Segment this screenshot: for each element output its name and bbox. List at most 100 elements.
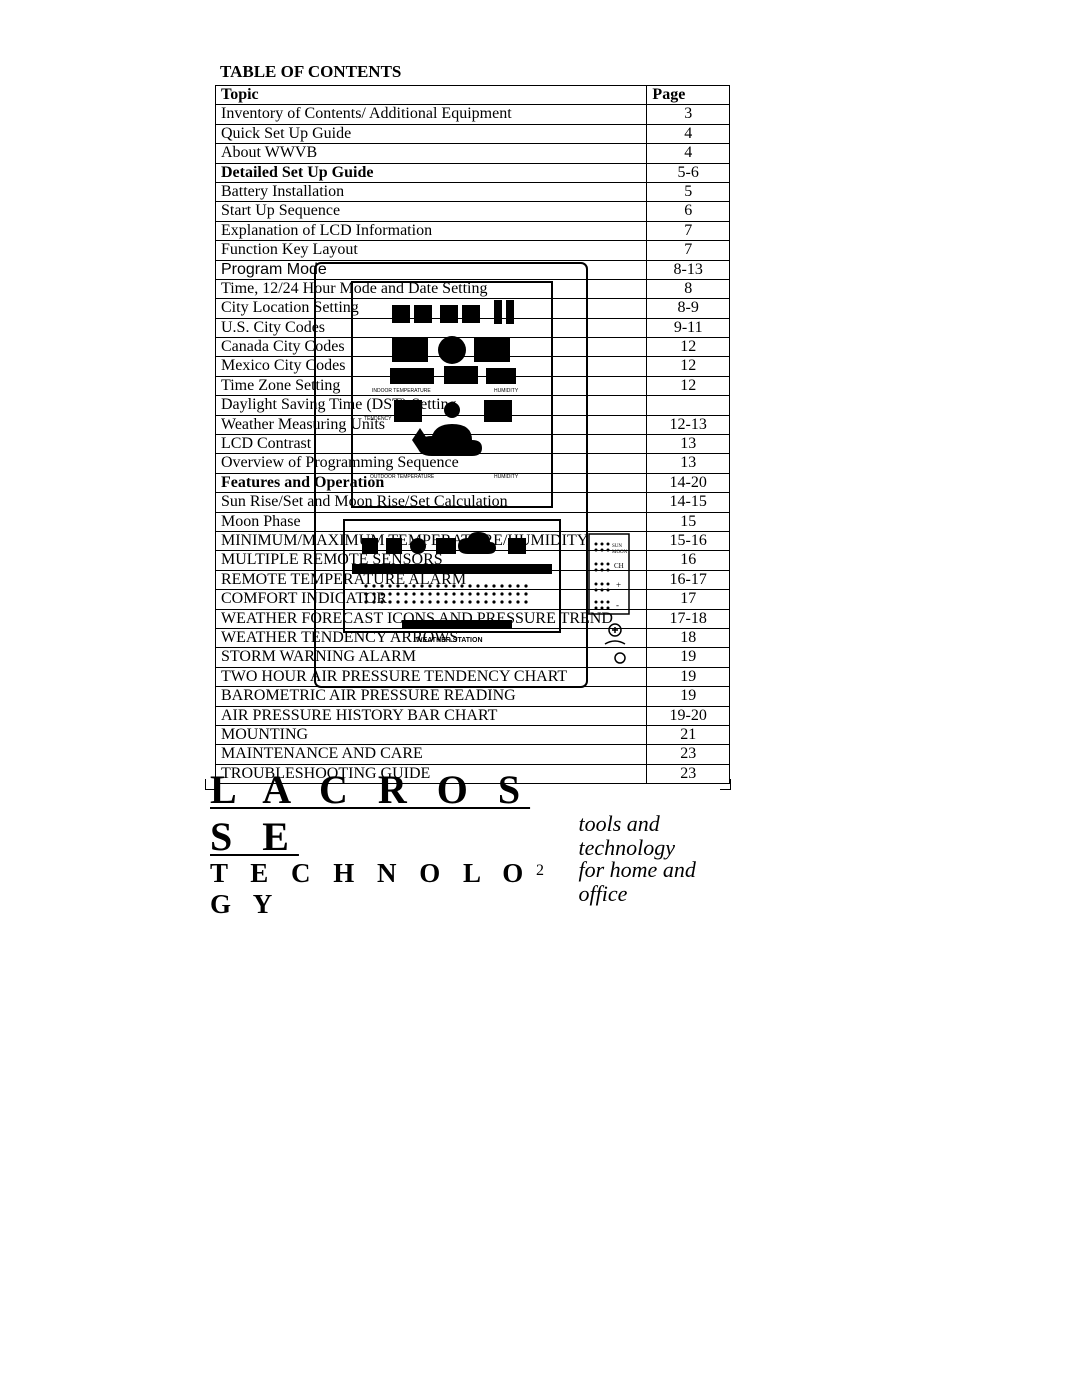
toc-page: 8-13 [647, 260, 730, 279]
toc-page: 21 [647, 725, 730, 744]
toc-topic: City Location Setting [216, 299, 647, 318]
toc-page: 7 [647, 241, 730, 260]
toc-page: 12 [647, 338, 730, 357]
toc-topic: U.S. City Codes [216, 318, 647, 337]
toc-page: 3 [647, 105, 730, 124]
toc-topic: About WWVB [216, 144, 647, 163]
toc-page: 12 [647, 357, 730, 376]
toc-topic: Quick Set Up Guide [216, 124, 647, 143]
toc-page [647, 396, 730, 415]
corner-bracket [720, 779, 731, 790]
toc-row: Time Zone Setting12 [216, 376, 730, 395]
toc-page: 13 [647, 435, 730, 454]
toc-page: 14-20 [647, 473, 730, 492]
toc-page: 7 [647, 221, 730, 240]
toc-page: 16 [647, 551, 730, 570]
toc-row: Weather Measuring Units12-13 [216, 415, 730, 434]
toc-row: Overview of Programming Sequence13 [216, 454, 730, 473]
toc-row: Mexico City Codes12 [216, 357, 730, 376]
toc-row: Program Mode8-13 [216, 260, 730, 279]
toc-topic: Battery Installation [216, 182, 647, 201]
toc-topic: MULTIPLE REMOTE SENSORS [216, 551, 647, 570]
toc-table: Topic Page Inventory of Contents/ Additi… [215, 85, 730, 784]
toc-topic: MINIMUM/MAXIMUM TEMPERATURE/HUMIDITY [216, 531, 647, 550]
document-page: TABLE OF CONTENTS Topic Page Inventory o… [0, 0, 1080, 1397]
toc-page: 18 [647, 628, 730, 647]
toc-page: 17-18 [647, 609, 730, 628]
brand-block: L A C R O S S E tools and technology T E… [210, 766, 730, 920]
toc-page: 17 [647, 590, 730, 609]
toc-row: STORM WARNING ALARM19 [216, 648, 730, 667]
toc-row: AIR PRESSURE HISTORY BAR CHART19-20 [216, 706, 730, 725]
content-block: TABLE OF CONTENTS Topic Page Inventory o… [215, 62, 730, 784]
toc-page: 12 [647, 376, 730, 395]
toc-page: 14-15 [647, 493, 730, 512]
toc-topic: Moon Phase [216, 512, 647, 531]
corner-bracket [205, 779, 216, 790]
toc-topic: Features and Operation [216, 473, 647, 492]
toc-row: REMOTE TEMPERATURE ALARM16-17 [216, 570, 730, 589]
toc-page: 15-16 [647, 531, 730, 550]
toc-row: Function Key Layout7 [216, 241, 730, 260]
toc-row: WEATHER FORECAST ICONS AND PRESSURE TREN… [216, 609, 730, 628]
toc-row: MAINTENANCE AND CARE23 [216, 745, 730, 764]
toc-row: BAROMETRIC AIR PRESSURE READING19 [216, 687, 730, 706]
toc-row: Start Up Sequence6 [216, 202, 730, 221]
toc-topic: Inventory of Contents/ Additional Equipm… [216, 105, 647, 124]
toc-row: Features and Operation14-20 [216, 473, 730, 492]
toc-page: 9-11 [647, 318, 730, 337]
toc-row: MINIMUM/MAXIMUM TEMPERATURE/HUMIDITY15-1… [216, 531, 730, 550]
toc-topic: Detailed Set Up Guide [216, 163, 647, 182]
toc-row: WEATHER TENDENCY ARROWS18 [216, 628, 730, 647]
toc-row: COMFORT INDICATOR17 [216, 590, 730, 609]
toc-row: City Location Setting8-9 [216, 299, 730, 318]
brand-name-top: L A C R O S S E [210, 766, 565, 860]
toc-topic: MAINTENANCE AND CARE [216, 745, 647, 764]
toc-row: TWO HOUR AIR PRESSURE TENDENCY CHART19 [216, 667, 730, 686]
toc-topic: Function Key Layout [216, 241, 647, 260]
toc-page: 5-6 [647, 163, 730, 182]
toc-row: Canada City Codes12 [216, 338, 730, 357]
toc-row: Detailed Set Up Guide5-6 [216, 163, 730, 182]
toc-topic: Canada City Codes [216, 338, 647, 357]
toc-page: 8-9 [647, 299, 730, 318]
toc-row: LCD Contrast13 [216, 435, 730, 454]
toc-topic: WEATHER FORECAST ICONS AND PRESSURE TREN… [216, 609, 647, 628]
toc-title: TABLE OF CONTENTS [220, 62, 730, 82]
toc-row: Sun Rise/Set and Moon Rise/Set Calculati… [216, 493, 730, 512]
toc-topic: Mexico City Codes [216, 357, 647, 376]
toc-row: About WWVB4 [216, 144, 730, 163]
toc-topic: Overview of Programming Sequence [216, 454, 647, 473]
toc-topic: WEATHER TENDENCY ARROWS [216, 628, 647, 647]
toc-topic: MOUNTING [216, 725, 647, 744]
toc-row: MULTIPLE REMOTE SENSORS16 [216, 551, 730, 570]
toc-topic: Explanation of LCD Information [216, 221, 647, 240]
toc-page: 6 [647, 202, 730, 221]
toc-page: 4 [647, 144, 730, 163]
toc-page: 23 [647, 745, 730, 764]
toc-row: U.S. City Codes9-11 [216, 318, 730, 337]
toc-body: Inventory of Contents/ Additional Equipm… [216, 105, 730, 784]
toc-row: Battery Installation5 [216, 182, 730, 201]
toc-header-page: Page [647, 86, 730, 105]
toc-row: Quick Set Up Guide4 [216, 124, 730, 143]
toc-row: Inventory of Contents/ Additional Equipm… [216, 105, 730, 124]
toc-topic: Start Up Sequence [216, 202, 647, 221]
toc-page: 16-17 [647, 570, 730, 589]
toc-topic: Time, 12/24 Hour Mode and Date Setting [216, 279, 647, 298]
toc-page: 5 [647, 182, 730, 201]
toc-topic: TWO HOUR AIR PRESSURE TENDENCY CHART [216, 667, 647, 686]
toc-page: 13 [647, 454, 730, 473]
toc-topic: COMFORT INDICATOR [216, 590, 647, 609]
toc-row: Explanation of LCD Information7 [216, 221, 730, 240]
toc-page: 15 [647, 512, 730, 531]
toc-topic: Sun Rise/Set and Moon Rise/Set Calculati… [216, 493, 647, 512]
toc-row: Daylight Saving Time (DST) Setting [216, 396, 730, 415]
toc-page: 19 [647, 648, 730, 667]
toc-page: 4 [647, 124, 730, 143]
toc-topic: REMOTE TEMPERATURE ALARM [216, 570, 647, 589]
toc-page: 12-13 [647, 415, 730, 434]
toc-topic: LCD Contrast [216, 435, 647, 454]
toc-row: Moon Phase15 [216, 512, 730, 531]
toc-topic: Program Mode [216, 260, 647, 279]
